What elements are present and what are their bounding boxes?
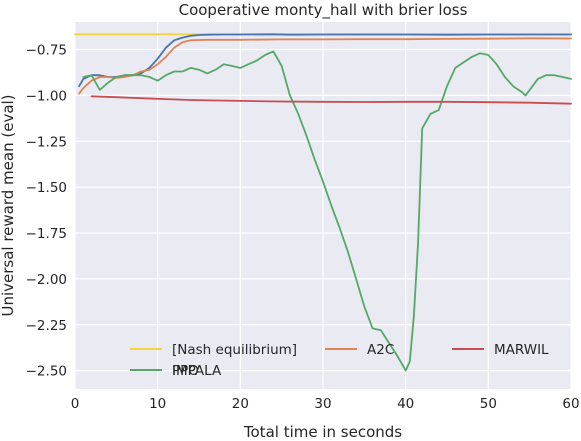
legend-label: PPO	[172, 363, 199, 379]
x-tick-label: 10	[149, 396, 166, 412]
x-tick-label: 30	[314, 396, 331, 412]
x-tick-label: 20	[232, 396, 249, 412]
y-tick-label: −1.50	[26, 180, 67, 196]
y-tick-label: −2.50	[26, 364, 67, 380]
legend-label: MARWIL	[494, 342, 549, 358]
legend-label: IMPALA	[172, 363, 222, 379]
y-tick-label: −1.00	[26, 88, 67, 104]
legend-label: [Nash equilibrium]	[172, 342, 297, 358]
x-tick-label: 50	[480, 396, 497, 412]
y-axis-ticks: −0.75 −1.00 −1.25 −1.50 −1.75 −2.00 −2.25 −2.50	[26, 43, 67, 380]
x-tick-label: 0	[71, 396, 80, 412]
series-line-marwil	[90, 95, 572, 105]
y-tick-label: −2.25	[26, 318, 67, 334]
x-tick-label: 60	[562, 396, 579, 412]
y-tick-label: −1.75	[26, 226, 67, 242]
x-tick-label: 40	[397, 396, 414, 412]
y-tick-label: −2.00	[26, 272, 67, 288]
legend-label: A2C	[367, 342, 394, 358]
series-line-a2c	[78, 37, 572, 95]
series-line-impala	[82, 50, 572, 372]
series-layer	[74, 33, 572, 372]
x-axis-ticks: 0 10 20 30 40 50 60	[71, 396, 580, 412]
chart-title: Cooperative monty_hall with brier loss	[179, 1, 468, 20]
x-axis-label: Total time in seconds	[243, 423, 402, 441]
y-tick-label: −1.25	[26, 134, 67, 150]
y-tick-label: −0.75	[26, 43, 67, 59]
y-axis-label: Universal reward mean (eval)	[0, 94, 17, 316]
grid	[74, 22, 572, 389]
